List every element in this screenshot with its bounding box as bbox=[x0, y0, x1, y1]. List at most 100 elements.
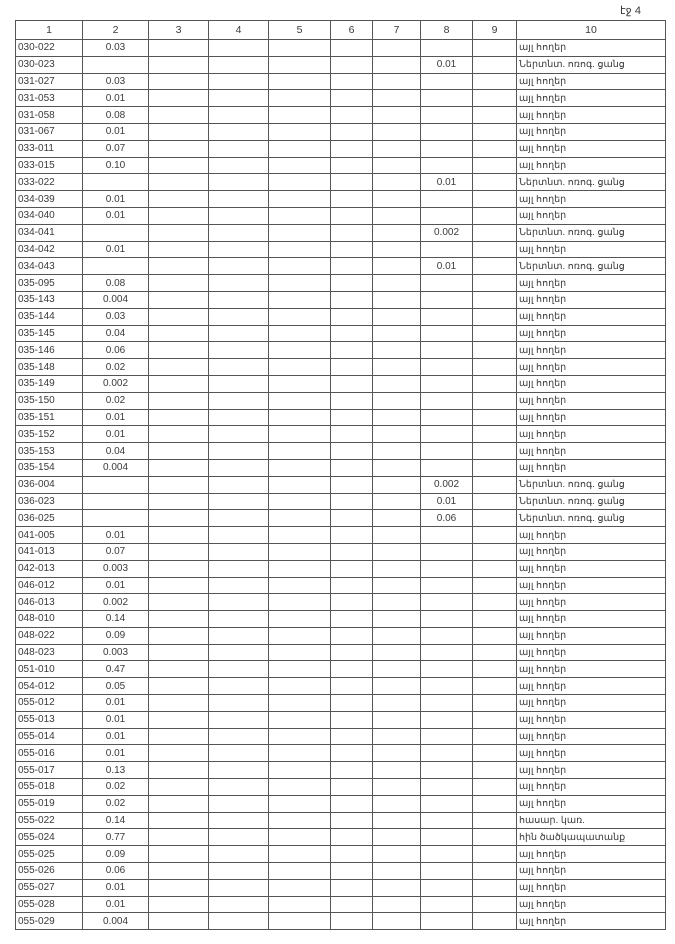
empty-cell bbox=[208, 425, 269, 444]
empty-cell bbox=[268, 173, 331, 192]
area-col2: 0.02 bbox=[82, 778, 149, 796]
area-col8 bbox=[420, 912, 473, 931]
area-col2: 0.06 bbox=[82, 341, 149, 360]
empty-cell bbox=[330, 492, 373, 511]
area-col2: 0.01 bbox=[82, 240, 149, 259]
empty-cell bbox=[208, 324, 269, 343]
table-row: 042-013 0.003 այլ հողեր bbox=[15, 559, 666, 578]
empty-cell bbox=[208, 139, 269, 158]
table-row: 031-053 0.01 այլ հողեր bbox=[15, 89, 666, 108]
parcel-code: 031-067 bbox=[15, 122, 83, 141]
empty-cell bbox=[208, 559, 269, 578]
empty-cell bbox=[148, 391, 209, 410]
empty-cell bbox=[208, 39, 269, 57]
empty-cell bbox=[148, 139, 209, 158]
empty-cell bbox=[372, 509, 421, 528]
empty-cell bbox=[372, 710, 421, 729]
empty-cell bbox=[372, 358, 421, 376]
area-col2: 0.08 bbox=[82, 106, 149, 124]
empty-cell bbox=[330, 139, 373, 158]
empty-cell bbox=[268, 223, 331, 242]
parcel-code: 055-014 bbox=[15, 727, 83, 746]
empty-cell bbox=[472, 274, 517, 292]
table-row: 055-026 0.06 այլ հողեր bbox=[15, 862, 666, 880]
empty-cell bbox=[472, 526, 517, 544]
empty-cell bbox=[208, 576, 269, 595]
area-col2: 0.06 bbox=[82, 862, 149, 880]
empty-cell bbox=[472, 542, 517, 561]
area-col2: 0.03 bbox=[82, 39, 149, 57]
empty-cell bbox=[372, 778, 421, 796]
empty-cell bbox=[268, 442, 331, 460]
empty-cell bbox=[330, 660, 373, 679]
empty-cell bbox=[208, 643, 269, 662]
parcel-code: 034-040 bbox=[15, 206, 83, 225]
empty-cell bbox=[372, 458, 421, 477]
empty-cell bbox=[472, 156, 517, 175]
empty-cell bbox=[268, 341, 331, 360]
empty-cell bbox=[148, 626, 209, 645]
empty-cell bbox=[372, 912, 421, 931]
empty-cell bbox=[148, 290, 209, 309]
land-type: այլ հողեր bbox=[516, 425, 666, 444]
empty-cell bbox=[372, 290, 421, 309]
empty-cell bbox=[148, 358, 209, 376]
area-col8 bbox=[420, 526, 473, 544]
empty-cell bbox=[472, 878, 517, 897]
area-col8 bbox=[420, 442, 473, 460]
table-row: 036-004 0.002 Ներտնտ. ոռոգ. ցանց bbox=[15, 475, 666, 494]
empty-cell bbox=[208, 845, 269, 864]
empty-cell bbox=[208, 274, 269, 292]
empty-cell bbox=[268, 39, 331, 57]
land-type: Ներտնտ. ոռոգ. ցանց bbox=[516, 223, 666, 242]
area-col8 bbox=[420, 290, 473, 309]
table-row: 051-010 0.47 այլ հողեր bbox=[15, 660, 666, 679]
empty-cell bbox=[330, 559, 373, 578]
area-col2: 0.07 bbox=[82, 542, 149, 561]
empty-cell bbox=[268, 576, 331, 595]
empty-cell bbox=[268, 55, 331, 74]
area-col8 bbox=[420, 341, 473, 360]
empty-cell bbox=[148, 727, 209, 746]
empty-cell bbox=[148, 442, 209, 460]
area-col8 bbox=[420, 744, 473, 763]
empty-cell bbox=[330, 89, 373, 108]
empty-cell bbox=[472, 576, 517, 595]
empty-cell bbox=[472, 72, 517, 91]
empty-cell bbox=[372, 206, 421, 225]
empty-cell bbox=[268, 626, 331, 645]
empty-cell bbox=[330, 156, 373, 175]
table-row: 035-150 0.02 այլ հողեր bbox=[15, 391, 666, 410]
land-type: այլ հողեր bbox=[516, 761, 666, 780]
area-col8: 0.002 bbox=[420, 475, 473, 494]
parcel-code: 041-005 bbox=[15, 526, 83, 544]
empty-cell bbox=[472, 290, 517, 309]
area-col8 bbox=[420, 358, 473, 376]
column-header-3: 3 bbox=[148, 20, 209, 40]
empty-cell bbox=[330, 862, 373, 880]
land-type: այլ հողեր bbox=[516, 391, 666, 410]
area-col8 bbox=[420, 156, 473, 175]
land-type: այլ հողեր bbox=[516, 39, 666, 57]
parcel-code: 055-024 bbox=[15, 828, 83, 847]
table-row: 048-010 0.14 այլ հողեր bbox=[15, 610, 666, 628]
empty-cell bbox=[148, 257, 209, 276]
empty-cell bbox=[330, 710, 373, 729]
parcel-code: 036-025 bbox=[15, 509, 83, 528]
empty-cell bbox=[372, 677, 421, 696]
empty-cell bbox=[208, 542, 269, 561]
empty-cell bbox=[148, 643, 209, 662]
empty-cell bbox=[148, 206, 209, 225]
area-col2: 0.14 bbox=[82, 811, 149, 830]
table-row: 034-043 0.01 Ներտնտ. ոռոգ. ցանց bbox=[15, 257, 666, 276]
empty-cell bbox=[372, 257, 421, 276]
empty-cell bbox=[268, 761, 331, 780]
land-type: այլ հողեր bbox=[516, 694, 666, 712]
table-row: 035-145 0.04 այլ հողեր bbox=[15, 324, 666, 343]
empty-cell bbox=[330, 542, 373, 561]
empty-cell bbox=[372, 391, 421, 410]
empty-cell bbox=[148, 778, 209, 796]
empty-cell bbox=[268, 89, 331, 108]
empty-cell bbox=[268, 862, 331, 880]
empty-cell bbox=[330, 794, 373, 813]
